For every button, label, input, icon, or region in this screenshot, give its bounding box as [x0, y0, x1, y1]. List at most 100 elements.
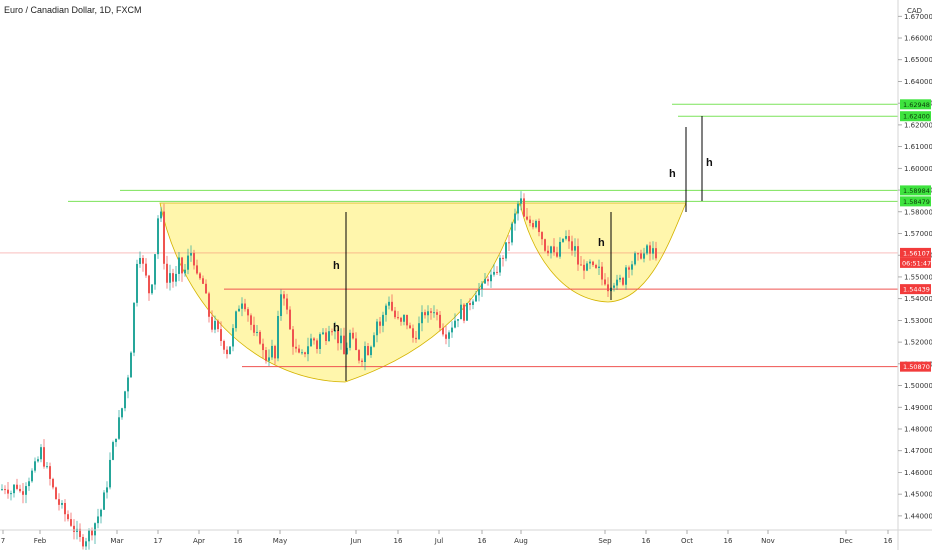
candle-down [469, 303, 471, 305]
candle-down [532, 223, 534, 228]
candle-down [172, 273, 174, 282]
candle-down [223, 341, 225, 350]
candle-down [289, 309, 291, 330]
candle-down [145, 263, 147, 276]
candle-down [544, 239, 546, 251]
candle-up [118, 417, 120, 439]
price-tick-label: 1.53000 [904, 317, 932, 325]
candle-up [484, 279, 486, 284]
candle-up [235, 311, 237, 329]
candle-up [631, 264, 633, 270]
candle-up [301, 352, 303, 354]
candle-down [649, 245, 651, 254]
candle-down [424, 312, 426, 316]
candle-down [55, 487, 57, 500]
candle-down [250, 315, 252, 325]
price-badge-label: 1.56107 [903, 249, 930, 257]
candle-up [187, 255, 189, 270]
price-tick-label: 1.54000 [904, 295, 932, 303]
candle-down [415, 337, 417, 340]
time-tick-label: Oct [681, 537, 693, 545]
candle-up [169, 273, 171, 283]
candle-down [202, 278, 204, 284]
candle-up [574, 246, 576, 251]
candle-up [322, 332, 324, 335]
candle-up [625, 267, 627, 285]
price-badges: 1.62948 1.62400 1.58984 1.58479 1.56107 1.544… [900, 99, 931, 372]
candle-up [490, 274, 492, 282]
candle-up [178, 257, 180, 274]
candle-down [601, 266, 603, 280]
price-tick-label: 1.47000 [904, 447, 932, 455]
price-tick-label: 1.44000 [904, 512, 932, 520]
candle-up [40, 447, 42, 460]
price-tick-label: 1.58000 [904, 208, 932, 216]
candle-up [103, 492, 105, 510]
candle-up [376, 321, 378, 336]
candle-up [100, 509, 102, 517]
candle-up [586, 263, 588, 271]
candle-up [127, 377, 129, 392]
time-tick-label: Apr [193, 537, 205, 545]
candle-up [241, 303, 243, 309]
candle-up [112, 442, 114, 460]
price-tick-label: 1.61000 [904, 143, 932, 151]
candle-up [175, 273, 177, 282]
candle-up [346, 347, 348, 355]
time-tick-label: 17 [154, 537, 163, 545]
candle-down [367, 346, 369, 356]
time-tick-label: Sep [598, 537, 612, 545]
candle-down [622, 277, 624, 285]
time-tick-label: Feb [34, 537, 47, 545]
candle-down [163, 211, 165, 264]
time-tick-label: 16 [884, 537, 893, 545]
candle-up [121, 408, 123, 418]
candle-up [334, 330, 336, 332]
candle-up [214, 320, 216, 330]
candle-up [130, 352, 132, 378]
countdown-badge [900, 257, 931, 268]
candle-down [604, 279, 606, 285]
candle-down [259, 331, 261, 344]
price-badge [900, 284, 931, 295]
cup-shape [159, 202, 521, 383]
candle-down [637, 253, 639, 255]
horizontal-levels [0, 103, 898, 368]
candle-down [58, 499, 60, 505]
candle-up [475, 295, 477, 302]
time-tick-label: May [273, 537, 287, 545]
candle-down [19, 488, 21, 492]
candle-down [22, 491, 24, 495]
candle-up [385, 305, 387, 315]
candle-down [262, 343, 264, 351]
candle-down [628, 267, 630, 270]
candle-down [496, 271, 498, 273]
time-tick-label: 16 [234, 537, 243, 545]
candle-up [373, 335, 375, 347]
candle-down [583, 264, 585, 271]
candle-up [478, 289, 480, 296]
price-tick-label: 1.64000 [904, 78, 932, 86]
candle-up [457, 319, 459, 321]
candle-up [520, 198, 522, 204]
price-tick-label: 1.62000 [904, 121, 932, 129]
time-axis[interactable]: 7 Feb Mar 17 Apr 16 May Jun 16 Jul 16 Aug Sep 16 Oct 16… [1, 530, 893, 545]
candle-up [271, 345, 273, 358]
candle-down [343, 335, 345, 355]
price-badge [900, 247, 931, 258]
candle-down [265, 350, 267, 361]
candle-up [307, 346, 309, 355]
h-label-target-1: h [669, 168, 676, 180]
candle-up [433, 312, 435, 314]
candle-up [460, 304, 462, 320]
candle-down [526, 216, 528, 220]
candle-down [196, 265, 198, 274]
candle-up [646, 245, 648, 254]
candle-down [430, 311, 432, 313]
candle-up [238, 308, 240, 312]
candle-down [211, 316, 213, 330]
price-tick-label: 1.50000 [904, 382, 932, 390]
time-tick-label: Jun [350, 537, 362, 545]
candle-down [67, 514, 69, 520]
